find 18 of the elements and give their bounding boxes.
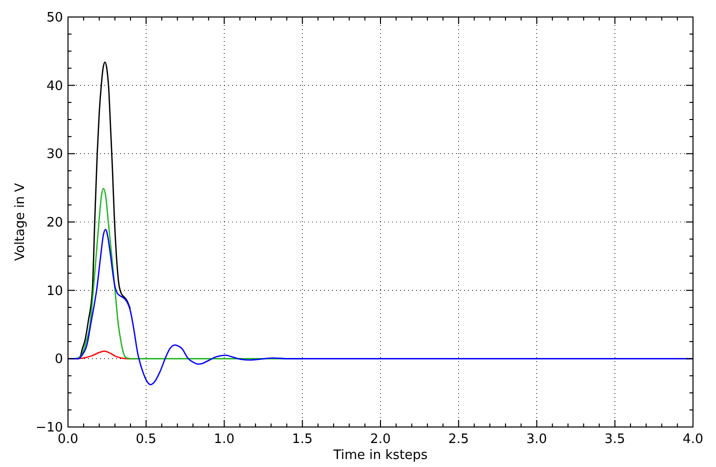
y-tick-label: 20 xyxy=(46,216,63,231)
line-series xyxy=(68,228,693,386)
y-tick-label: 30 xyxy=(46,147,63,162)
x-tick-label: 1.0 xyxy=(214,432,235,447)
x-tick-label: 1.5 xyxy=(292,432,313,447)
x-tick-label: 0.5 xyxy=(136,432,156,447)
y-tick-label: 10 xyxy=(46,284,63,299)
x-tick-label: 3.5 xyxy=(604,432,626,447)
y-axis-title: Voltage in V xyxy=(13,183,28,261)
x-tick-label: 0.0 xyxy=(58,432,78,447)
y-tick-label: 0 xyxy=(54,352,63,368)
x-tick-label: 2.5 xyxy=(448,432,469,447)
x-tick-label: 4.0 xyxy=(682,432,704,447)
x-tick-label: 2.0 xyxy=(370,432,391,447)
y-tick-label: 40 xyxy=(46,78,63,94)
y-tick-label: 50 xyxy=(46,10,63,26)
x-axis-title: Time in ksteps xyxy=(332,448,428,463)
x-tick-label: 3.0 xyxy=(526,432,548,447)
